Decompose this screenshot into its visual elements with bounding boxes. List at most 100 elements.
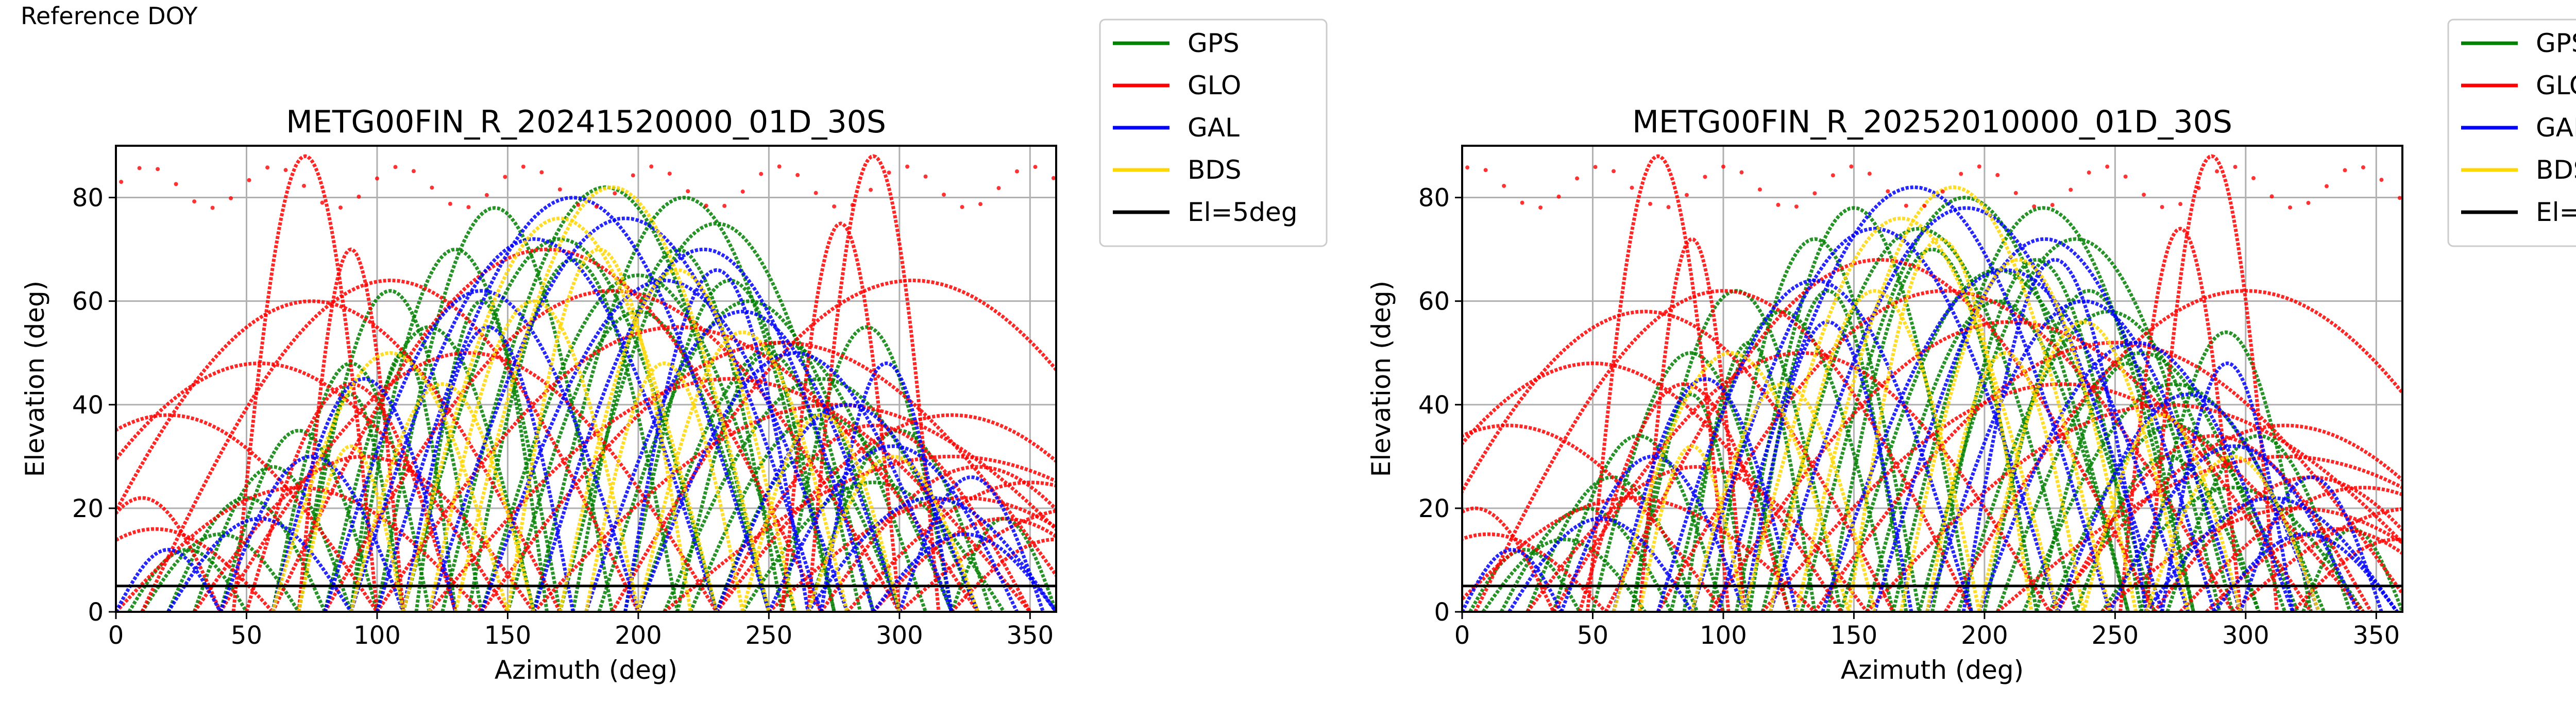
scatter-point bbox=[265, 165, 270, 170]
scatter-point bbox=[503, 175, 507, 179]
track-arc bbox=[140, 278, 640, 612]
scatter-point bbox=[1520, 200, 1524, 205]
scatter-point bbox=[996, 186, 1001, 191]
scatter-point bbox=[942, 192, 946, 197]
chart-panel-left: 0 50 100 150 200 250 300 350 0 20 40 60 80 METG00FIN_… bbox=[20, 104, 1057, 685]
track-arc bbox=[116, 496, 223, 612]
chart-title: METG00FIN_R_20241520000_01D_30S bbox=[286, 104, 886, 140]
track-arc bbox=[193, 454, 535, 612]
track-arc bbox=[1742, 216, 2060, 612]
track-arc bbox=[636, 351, 954, 612]
track-arc bbox=[480, 340, 1056, 612]
scatter-point bbox=[393, 165, 398, 169]
scatter-point bbox=[1721, 164, 1725, 169]
track-arc bbox=[1638, 237, 1746, 612]
scatter-point bbox=[686, 189, 690, 194]
axes-frame bbox=[1461, 145, 2403, 613]
track-arc bbox=[2213, 532, 2399, 612]
scatter-point bbox=[1612, 169, 1616, 174]
scatter-point bbox=[320, 200, 325, 205]
track-arc bbox=[401, 216, 719, 612]
y-tick-label: 80 bbox=[1418, 184, 1450, 213]
track-arc bbox=[1800, 196, 2130, 612]
track-arc bbox=[349, 237, 719, 612]
scatter-point bbox=[1977, 164, 1981, 169]
scatter-point bbox=[832, 204, 837, 209]
track-arc bbox=[1462, 361, 1843, 612]
track-arc bbox=[270, 376, 457, 612]
track-arc bbox=[1977, 320, 2190, 612]
x-tick-label: 100 bbox=[353, 621, 401, 650]
scatter-point bbox=[247, 178, 251, 182]
track-arc bbox=[2291, 537, 2402, 612]
scatter-point bbox=[2397, 196, 2402, 200]
y-tick-label: 0 bbox=[88, 598, 104, 627]
track-arc bbox=[349, 382, 536, 612]
track-arc bbox=[323, 289, 901, 612]
track-arc bbox=[1760, 227, 2078, 612]
track-arc bbox=[166, 517, 353, 612]
track-arc bbox=[218, 351, 718, 612]
scatter-point bbox=[576, 202, 581, 207]
track-arc bbox=[414, 299, 549, 612]
scatter-point bbox=[539, 170, 544, 175]
scatter-point bbox=[1959, 172, 1963, 176]
axes-frame bbox=[115, 145, 1057, 613]
scatter-point bbox=[466, 205, 471, 210]
series-glo bbox=[1462, 154, 2402, 612]
track-arc bbox=[1462, 532, 1607, 612]
track-arc bbox=[806, 154, 941, 612]
scatter-point bbox=[1483, 168, 1488, 173]
scatter-point bbox=[2087, 170, 2091, 175]
legend-right: GPS GLO GAL BDS El=5deg bbox=[2447, 19, 2576, 247]
track-arc bbox=[1578, 382, 1791, 612]
x-tick-label: 300 bbox=[2222, 621, 2269, 650]
scatter-point bbox=[1575, 176, 1580, 181]
x-tick-label: 150 bbox=[484, 621, 532, 650]
track-arc bbox=[2231, 507, 2402, 612]
scatter-point bbox=[740, 190, 745, 194]
track-arc bbox=[1866, 403, 2402, 612]
track-arc bbox=[2205, 527, 2402, 612]
satellite-tracks bbox=[116, 154, 1056, 612]
track-arc bbox=[689, 413, 954, 612]
track-arc bbox=[116, 527, 274, 612]
track-arc bbox=[116, 547, 222, 612]
legend-box bbox=[2447, 19, 2576, 247]
x-tick-label: 350 bbox=[1006, 621, 1054, 650]
track-arc bbox=[401, 325, 575, 612]
scatter-point bbox=[1502, 183, 1506, 188]
track-arc bbox=[1462, 547, 1563, 612]
legend-label: El=5deg bbox=[2536, 197, 2576, 227]
track-arc bbox=[505, 247, 692, 612]
scatter-point bbox=[704, 203, 708, 208]
track-arc bbox=[323, 289, 640, 612]
x-tick-label: 100 bbox=[1700, 621, 1747, 650]
scatter-point bbox=[1867, 172, 1872, 176]
chart-panel-right: 0 50 100 150 200 250 300 350 0 20 40 60 80 METG00FIN_… bbox=[1366, 104, 2403, 685]
scatter-point bbox=[978, 202, 982, 207]
track-arc bbox=[2056, 434, 2373, 612]
scatter-point bbox=[1831, 173, 1835, 178]
series-glo-high-points bbox=[1465, 164, 2402, 210]
track-arc bbox=[297, 289, 484, 612]
track-arc bbox=[1468, 547, 1582, 612]
y-axis-label: Elevation (deg) bbox=[20, 281, 50, 477]
scatter-point bbox=[1757, 187, 1762, 192]
track-arc bbox=[1585, 154, 1731, 612]
track-arc bbox=[897, 475, 1045, 612]
track-arc bbox=[1507, 517, 1694, 612]
x-tick-label: 350 bbox=[2352, 621, 2400, 650]
scatter-point bbox=[174, 182, 178, 186]
track-arc bbox=[1612, 351, 1851, 612]
scatter-point bbox=[923, 174, 928, 179]
scatter-point bbox=[795, 173, 800, 177]
track-arc bbox=[1961, 258, 2148, 612]
x-tick-label: 200 bbox=[1961, 621, 2008, 650]
legend-label: GLO bbox=[1188, 71, 1241, 100]
track-arc bbox=[1690, 382, 1877, 612]
track-arc bbox=[1925, 351, 2086, 612]
scatter-point bbox=[2288, 205, 2293, 210]
track-arc bbox=[767, 444, 1019, 612]
track-arc bbox=[2035, 361, 2222, 612]
